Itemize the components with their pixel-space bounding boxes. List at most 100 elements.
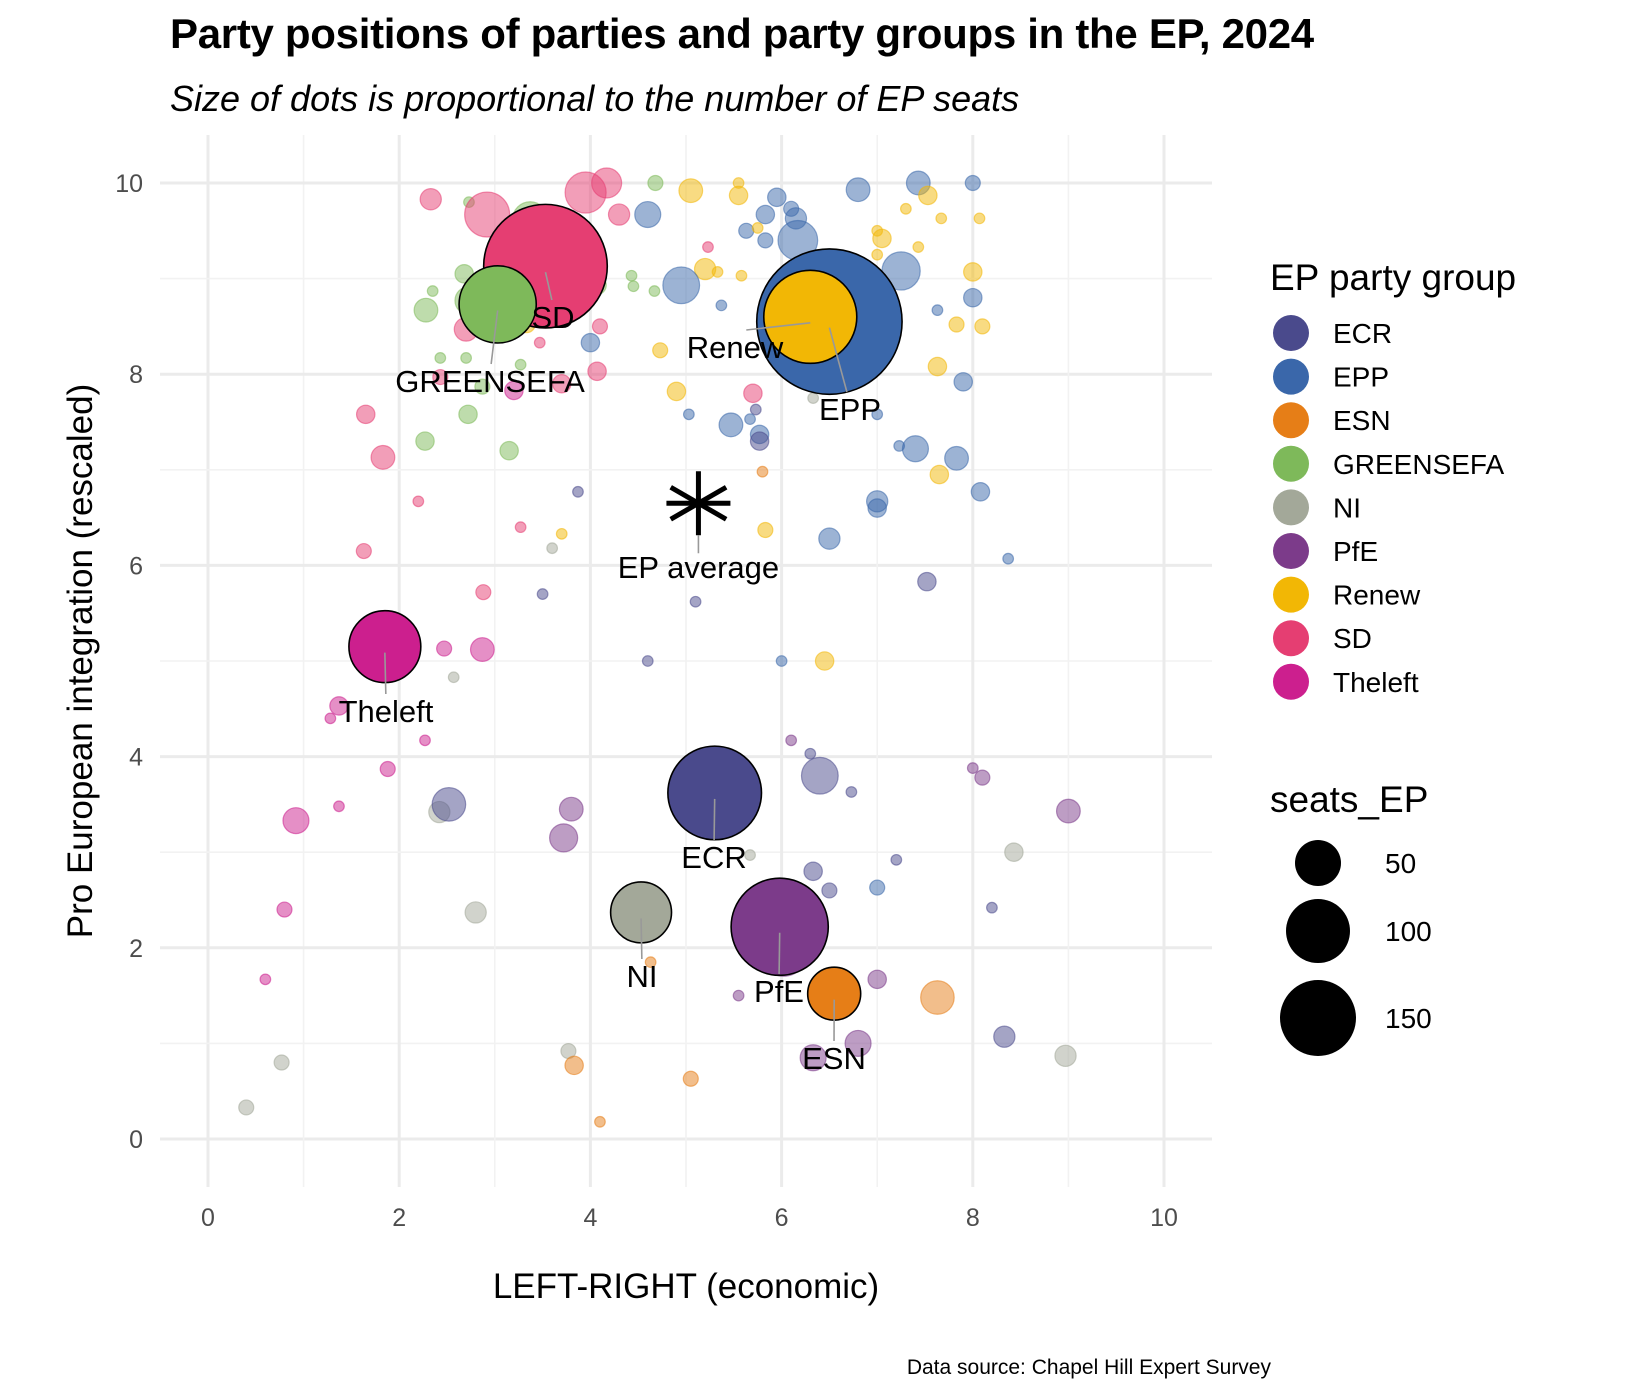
legend-size-circle bbox=[1295, 840, 1341, 886]
legend-size-entries: 50 100 150 bbox=[1280, 840, 1432, 1056]
group-annotation-label: Theleft bbox=[339, 694, 434, 729]
party-point bbox=[662, 266, 701, 305]
party-point bbox=[689, 595, 702, 608]
legend-size-label: 100 bbox=[1385, 916, 1432, 947]
legend-size-label: 50 bbox=[1385, 848, 1416, 879]
legend-label-theleft: Theleft bbox=[1333, 667, 1419, 698]
party-point bbox=[974, 769, 991, 786]
party-point bbox=[555, 527, 568, 540]
party-point bbox=[546, 542, 559, 555]
party-point bbox=[732, 989, 745, 1002]
chart-caption: Data source: Chapel Hill Expert Survey bbox=[906, 1356, 1271, 1379]
group-annotation-label: SD bbox=[531, 300, 574, 335]
group-annotation-label: NI bbox=[627, 959, 658, 994]
legend-size-label: 150 bbox=[1385, 1003, 1432, 1034]
party-point bbox=[785, 734, 798, 747]
party-point bbox=[475, 584, 492, 601]
party-point bbox=[329, 696, 349, 716]
gridlines bbox=[160, 135, 1212, 1187]
party-point bbox=[890, 853, 903, 866]
party-point bbox=[953, 372, 974, 392]
legend-swatch-pfe bbox=[1273, 533, 1309, 569]
annotation-leader-line bbox=[713, 798, 716, 841]
party-point bbox=[775, 655, 788, 667]
party-point bbox=[282, 807, 310, 835]
party-point bbox=[935, 212, 948, 225]
party-point bbox=[918, 185, 938, 206]
party-point bbox=[464, 901, 487, 924]
party-point bbox=[682, 408, 695, 421]
party-point bbox=[993, 1025, 1016, 1048]
party-point bbox=[964, 174, 981, 192]
party-point bbox=[927, 356, 948, 377]
party-point bbox=[869, 879, 886, 896]
party-point bbox=[564, 1055, 584, 1076]
party-point bbox=[536, 588, 549, 600]
party-point bbox=[549, 823, 579, 853]
party-point bbox=[901, 435, 930, 463]
party-point bbox=[627, 280, 640, 293]
party-point bbox=[872, 228, 892, 249]
party-point bbox=[514, 521, 527, 534]
party-point bbox=[702, 241, 714, 253]
party-point bbox=[871, 248, 884, 261]
party-point bbox=[474, 378, 491, 395]
annotation-leader-line bbox=[828, 327, 848, 393]
annotation-leader-line bbox=[384, 652, 387, 695]
party-point bbox=[634, 200, 662, 229]
party-point bbox=[743, 383, 763, 404]
ep-average-marker bbox=[666, 471, 731, 536]
party-point bbox=[756, 465, 769, 478]
y-axis-title: Pro European integration (rescaled) bbox=[61, 384, 100, 938]
party-point bbox=[413, 297, 439, 323]
party-point bbox=[434, 352, 447, 364]
party-point bbox=[1054, 1044, 1077, 1068]
legend-swatch-greensefa bbox=[1273, 445, 1309, 482]
party-point bbox=[844, 1029, 872, 1057]
y-tick-label: 0 bbox=[129, 1126, 143, 1154]
legend-swatch-theleft bbox=[1273, 663, 1309, 700]
party-point bbox=[355, 542, 372, 560]
party-point bbox=[744, 849, 756, 861]
party-point bbox=[1004, 842, 1024, 862]
party-point bbox=[419, 188, 442, 211]
party-point bbox=[845, 177, 871, 203]
group-annotation-label: ESN bbox=[802, 1041, 866, 1076]
legend-size-title: seats_EP bbox=[1270, 779, 1428, 820]
party-point bbox=[682, 1070, 699, 1087]
party-point bbox=[867, 498, 887, 518]
party-point bbox=[728, 185, 749, 206]
party-point bbox=[738, 222, 755, 239]
party-point bbox=[931, 304, 944, 317]
annotation-leader-line bbox=[778, 932, 781, 975]
legend-swatch-ni bbox=[1273, 489, 1309, 526]
party-point bbox=[757, 232, 774, 249]
party-point bbox=[432, 368, 449, 386]
party-point bbox=[551, 373, 572, 394]
party-point bbox=[757, 521, 774, 539]
party-point bbox=[803, 861, 823, 882]
chart-subtitle: Size of dots is proportional to the numb… bbox=[170, 78, 1020, 119]
y-tick-label: 8 bbox=[129, 361, 143, 389]
legend-label-greensefa: GREENSEFA bbox=[1333, 449, 1504, 480]
party-point bbox=[644, 956, 657, 969]
party-point bbox=[678, 178, 704, 204]
party-point bbox=[944, 445, 969, 471]
legend-label-pfe: PfE bbox=[1333, 536, 1378, 567]
party-point bbox=[652, 342, 669, 359]
x-tick-label: 10 bbox=[1150, 1204, 1178, 1232]
party-point bbox=[751, 222, 764, 234]
party-point bbox=[666, 381, 687, 402]
legend-label-renew: Renew bbox=[1333, 580, 1421, 611]
annotations: EPP Renew SD GREENSEFA Theleft ECR NI PfE ESN EP … bbox=[339, 271, 881, 1076]
party-point bbox=[917, 571, 937, 592]
group-annotation-label: PfE bbox=[754, 974, 804, 1009]
party-point bbox=[370, 444, 396, 470]
party-point bbox=[871, 408, 884, 421]
annotation-leader-line bbox=[640, 918, 643, 960]
annotation-leader-line bbox=[490, 310, 499, 365]
legend-label-ni: NI bbox=[1333, 492, 1361, 523]
party-point bbox=[1002, 552, 1015, 565]
party-point bbox=[974, 318, 991, 335]
party-point bbox=[963, 262, 983, 282]
